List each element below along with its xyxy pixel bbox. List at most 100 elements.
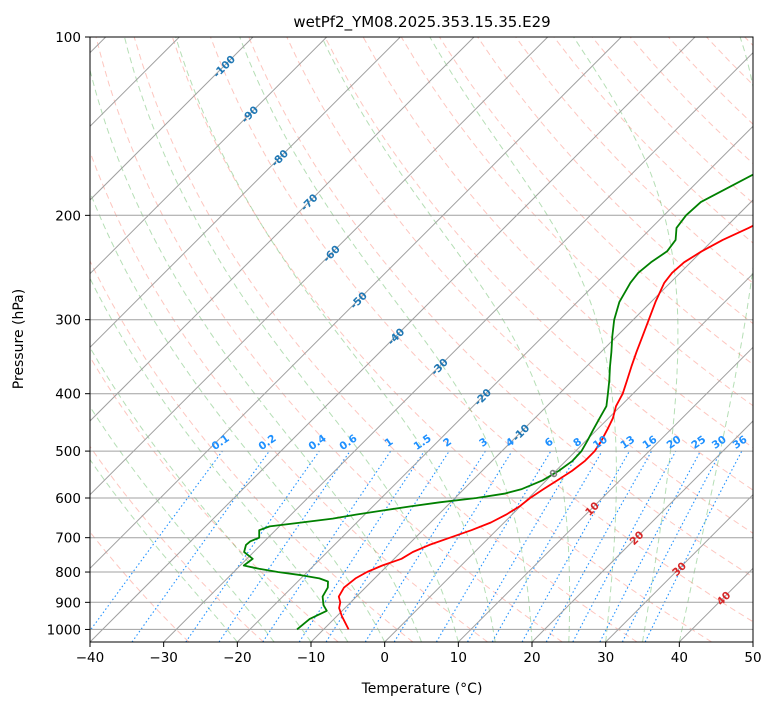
dry-adiabat-line (90, 356, 339, 642)
isotherm-line (90, 37, 622, 570)
mixing-ratio-line (90, 450, 223, 632)
mixing-ratio-line (572, 450, 677, 642)
dry-adiabat-line (90, 445, 264, 642)
mixing-ratio-label: 13 (618, 434, 637, 452)
dry-adiabat-line (95, 37, 563, 642)
isotherm-label: -20 (472, 387, 494, 409)
moist-adiabat-line (239, 37, 533, 642)
mixing-ratio-label: 20 (665, 434, 684, 452)
mixing-ratio-line (393, 450, 513, 642)
isotherm-label: 30 (670, 560, 689, 579)
mixing-ratio-line (467, 450, 580, 642)
y-tick-label: 300 (55, 313, 81, 329)
y-tick-label: 700 (55, 531, 81, 547)
y-tick-label: 100 (55, 30, 81, 46)
dry-adiabat-line (515, 37, 753, 284)
dry-adiabat-line (286, 37, 753, 534)
mixing-ratio-line (545, 450, 653, 642)
mixing-ratio-line (644, 450, 743, 642)
mixing-ratio-line (298, 450, 425, 642)
mixing-ratio-label: 30 (710, 434, 729, 452)
mixing-ratio-line (218, 450, 351, 642)
mixing-ratio-label: 0.1 (210, 432, 232, 453)
moist-adiabat-line (90, 346, 312, 642)
mixing-ratio-line (185, 450, 320, 642)
y-tick-label: 1000 (47, 622, 81, 638)
mixing-ratio-label: 8 (571, 436, 584, 450)
isotherm-line (236, 125, 753, 642)
series-group (242, 173, 753, 631)
isotherm-line (90, 37, 696, 642)
isotherm-label: -50 (348, 290, 370, 312)
x-tick-label: 30 (597, 650, 614, 666)
y-tick-label: 400 (55, 387, 81, 403)
isotherm-label: -70 (299, 192, 321, 214)
moist-adiabat-line (90, 68, 422, 642)
isotherm-label: -80 (269, 148, 291, 170)
isotherm-label: -100 (211, 53, 238, 80)
isotherm-line (90, 37, 475, 422)
moist-adiabat-line (429, 37, 617, 642)
isotherm-line (384, 272, 753, 642)
isotherm-label: 10 (583, 500, 602, 519)
moist-adiabat-line (678, 37, 753, 642)
dry-adiabat-line (90, 150, 488, 642)
dewpoint-profile-line (242, 173, 753, 631)
dry-adiabat-line (706, 37, 753, 86)
dry-adiabat-line (668, 37, 753, 125)
dry-adiabat-line (133, 37, 638, 642)
isotherm-line (605, 493, 753, 642)
dry-adiabat-line (90, 531, 190, 642)
isotherm-line (531, 420, 753, 642)
moist-adiabat-line (321, 37, 571, 642)
dry-adiabat-line (248, 37, 753, 578)
dry-adiabat-line (744, 37, 753, 47)
isotherm-label: -30 (429, 356, 451, 378)
grid-lines (90, 37, 753, 642)
x-tick-label: 40 (671, 650, 688, 666)
chart-title: wetPf2_YM08.2025.353.15.35.E29 (293, 13, 550, 32)
mixing-ratio-label: 0.4 (307, 432, 329, 453)
background-lines (90, 37, 753, 642)
isotherm-line (90, 37, 254, 201)
y-axis-title: Pressure (hPa) (11, 289, 27, 389)
moist-adiabat-line (90, 277, 349, 642)
x-tick-label: −20 (223, 650, 252, 666)
y-tick-label: 200 (55, 208, 81, 224)
x-tick-label: 20 (523, 650, 540, 666)
isotherm-label: -90 (239, 104, 261, 126)
isotherm-label: 20 (628, 529, 647, 548)
isotherm-line (90, 37, 328, 275)
mixing-ratio-label: 10 (591, 434, 610, 452)
isotherm-label: -10 (510, 422, 532, 444)
mixing-ratio-label: 16 (640, 434, 659, 452)
x-tick-label: −40 (76, 650, 105, 666)
plot-frame (89, 36, 754, 643)
x-tick-label: 50 (744, 650, 761, 666)
isotherm-line (163, 51, 753, 642)
dry-adiabat-line (90, 259, 414, 642)
dry-adiabat-line (324, 37, 753, 491)
moist-adiabat-line (90, 458, 238, 642)
x-tick-label: 0 (380, 650, 389, 666)
mixing-ratio-label: 3 (477, 436, 490, 450)
mixing-ratio-label: 1.5 (412, 432, 434, 453)
mixing-ratio-line (325, 450, 450, 642)
temperature-profile-line (337, 224, 753, 630)
isotherm-label: -40 (385, 326, 407, 348)
isotherm-line (310, 199, 753, 642)
mixing-ratio-line (262, 450, 392, 642)
y-axis: 100 200 300 400 500 600 700 800 900 1000 (47, 30, 90, 638)
mixing-ratio-label: 0.2 (257, 432, 279, 453)
mixing-ratio-label: 6 (543, 436, 556, 450)
x-tick-label: 10 (450, 650, 467, 666)
mixing-ratio-line (599, 450, 701, 642)
mixing-ratio-label: 1 (383, 436, 396, 450)
x-axis: −40 −30 −20 −10 0 10 20 30 40 50 (76, 642, 762, 666)
y-tick-label: 500 (55, 444, 81, 460)
moist-adiabat-line (175, 37, 496, 642)
moist-adiabat-line (124, 37, 459, 642)
moist-adiabat-line (573, 37, 679, 642)
